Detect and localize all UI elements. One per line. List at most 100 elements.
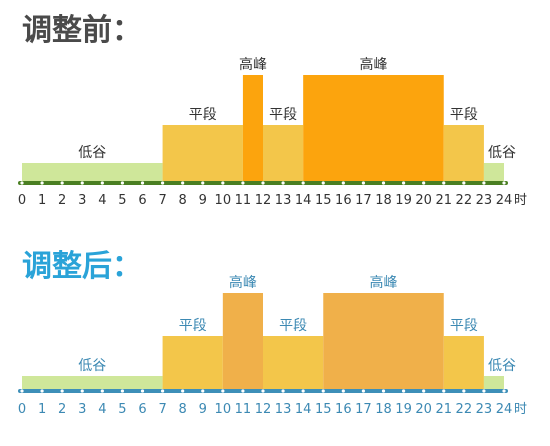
axis-tick bbox=[462, 181, 466, 185]
hour-tick-label: 23 bbox=[476, 402, 493, 417]
hour-tick-label: 7 bbox=[158, 402, 166, 417]
axis-tick bbox=[221, 181, 225, 185]
segment-label-valley: 低谷 bbox=[78, 145, 106, 161]
axis-tick bbox=[181, 181, 185, 185]
hour-tick-label: 1 bbox=[38, 402, 46, 417]
axis-tick bbox=[201, 389, 205, 393]
hour-tick-label: 0 bbox=[18, 402, 26, 417]
axis-tick bbox=[281, 181, 285, 185]
hour-tick-label: 9 bbox=[199, 402, 207, 417]
axis-tick bbox=[261, 181, 265, 185]
axis-tick bbox=[140, 181, 145, 185]
axis-tick bbox=[381, 389, 386, 393]
axis-tick bbox=[201, 181, 205, 185]
hour-tick-label: 23 bbox=[476, 193, 493, 208]
axis-tick bbox=[381, 181, 386, 185]
hour-tick-label: 17 bbox=[355, 193, 372, 208]
axis-tick bbox=[40, 181, 44, 185]
axis-tick bbox=[502, 389, 506, 393]
axis-tick bbox=[361, 181, 366, 185]
hour-tick-label: 14 bbox=[295, 402, 312, 417]
hour-tick-label: 12 bbox=[255, 402, 272, 417]
axis-tick bbox=[120, 181, 125, 185]
segment-label-flat: 平段 bbox=[269, 107, 297, 123]
hour-tick-label: 8 bbox=[179, 193, 187, 208]
axis-tick bbox=[361, 389, 366, 393]
segment-label-peak: 高峰 bbox=[239, 56, 267, 73]
axis-tick bbox=[160, 389, 165, 393]
hour-tick-label: 15 bbox=[315, 193, 332, 208]
axis-tick bbox=[241, 389, 245, 393]
segment-peak bbox=[242, 75, 263, 183]
segment-label-flat: 平段 bbox=[179, 318, 207, 334]
axis-tick bbox=[40, 389, 44, 393]
segment-label-valley: 低谷 bbox=[488, 358, 516, 374]
hour-tick-label: 19 bbox=[395, 402, 412, 417]
hour-tick-label: 14 bbox=[295, 193, 312, 208]
hour-tick-label: 3 bbox=[78, 193, 86, 208]
hour-tick-label: 3 bbox=[78, 402, 86, 417]
segment-valley bbox=[483, 376, 504, 391]
hour-tick-label: 21 bbox=[435, 193, 452, 208]
axis-tick bbox=[160, 181, 165, 185]
axis-tick bbox=[442, 389, 446, 393]
axis-tick bbox=[140, 389, 145, 393]
axis-tick bbox=[20, 181, 24, 185]
hour-tick-label: 20 bbox=[415, 402, 432, 417]
axis-tick bbox=[321, 181, 325, 185]
axis-tick bbox=[60, 389, 64, 393]
hour-tick-label: 15 bbox=[315, 402, 332, 417]
axis-tick bbox=[80, 181, 84, 185]
segment-flat bbox=[263, 336, 324, 391]
axis-tick bbox=[241, 181, 245, 185]
hour-tick-label: 22 bbox=[456, 193, 473, 208]
hour-tick-label: 12 bbox=[255, 193, 272, 208]
segment-flat bbox=[162, 336, 223, 391]
axis-tick bbox=[60, 181, 64, 185]
segment-label-flat: 平段 bbox=[450, 107, 478, 123]
segment-label-flat: 平段 bbox=[189, 107, 217, 123]
hour-tick-label: 7 bbox=[158, 193, 166, 208]
panel-title: 调整后： bbox=[22, 249, 142, 284]
hour-tick-label: 5 bbox=[118, 193, 126, 208]
axis-tick bbox=[100, 181, 104, 185]
axis-tick bbox=[301, 181, 305, 185]
hour-tick-label: 24 bbox=[496, 402, 513, 417]
hour-tick-label: 13 bbox=[275, 193, 292, 208]
axis-tick bbox=[221, 389, 225, 393]
hour-tick-label: 2 bbox=[58, 193, 66, 208]
hour-tick-label: 6 bbox=[138, 193, 146, 208]
segment-valley bbox=[22, 163, 163, 183]
hour-tick-label: 8 bbox=[179, 402, 187, 417]
hour-tick-label: 1 bbox=[38, 193, 46, 208]
segment-flat bbox=[443, 336, 484, 391]
segment-label-peak: 高峰 bbox=[370, 274, 398, 291]
axis-tick bbox=[422, 389, 426, 393]
segment-flat bbox=[162, 125, 243, 183]
axis-tick bbox=[482, 389, 486, 393]
axis-tick bbox=[301, 389, 305, 393]
segment-label-flat: 平段 bbox=[279, 318, 307, 334]
axis-tick bbox=[482, 181, 486, 185]
segment-flat bbox=[263, 125, 304, 183]
segment-label-valley: 低谷 bbox=[488, 145, 516, 161]
axis-tick bbox=[442, 181, 446, 185]
hour-tick-label: 0 bbox=[18, 193, 26, 208]
hour-tick-label: 13 bbox=[275, 402, 292, 417]
hour-tick-label: 11 bbox=[235, 193, 252, 208]
hour-tick-label: 5 bbox=[118, 402, 126, 417]
hour-tick-label: 6 bbox=[138, 402, 146, 417]
hour-tick-label: 10 bbox=[215, 193, 232, 208]
axis-tick bbox=[80, 389, 84, 393]
axis-tick bbox=[261, 389, 265, 393]
segment-peak bbox=[323, 293, 444, 391]
hour-tick-label: 16 bbox=[335, 402, 352, 417]
axis-tick bbox=[422, 181, 426, 185]
hour-tick-label: 21 bbox=[435, 402, 452, 417]
hour-unit-label: 时 bbox=[514, 402, 527, 417]
segment-label-valley: 低谷 bbox=[78, 358, 106, 374]
axis-tick bbox=[281, 389, 285, 393]
hour-tick-label: 24 bbox=[496, 193, 513, 208]
hour-unit-label: 时 bbox=[514, 193, 527, 208]
